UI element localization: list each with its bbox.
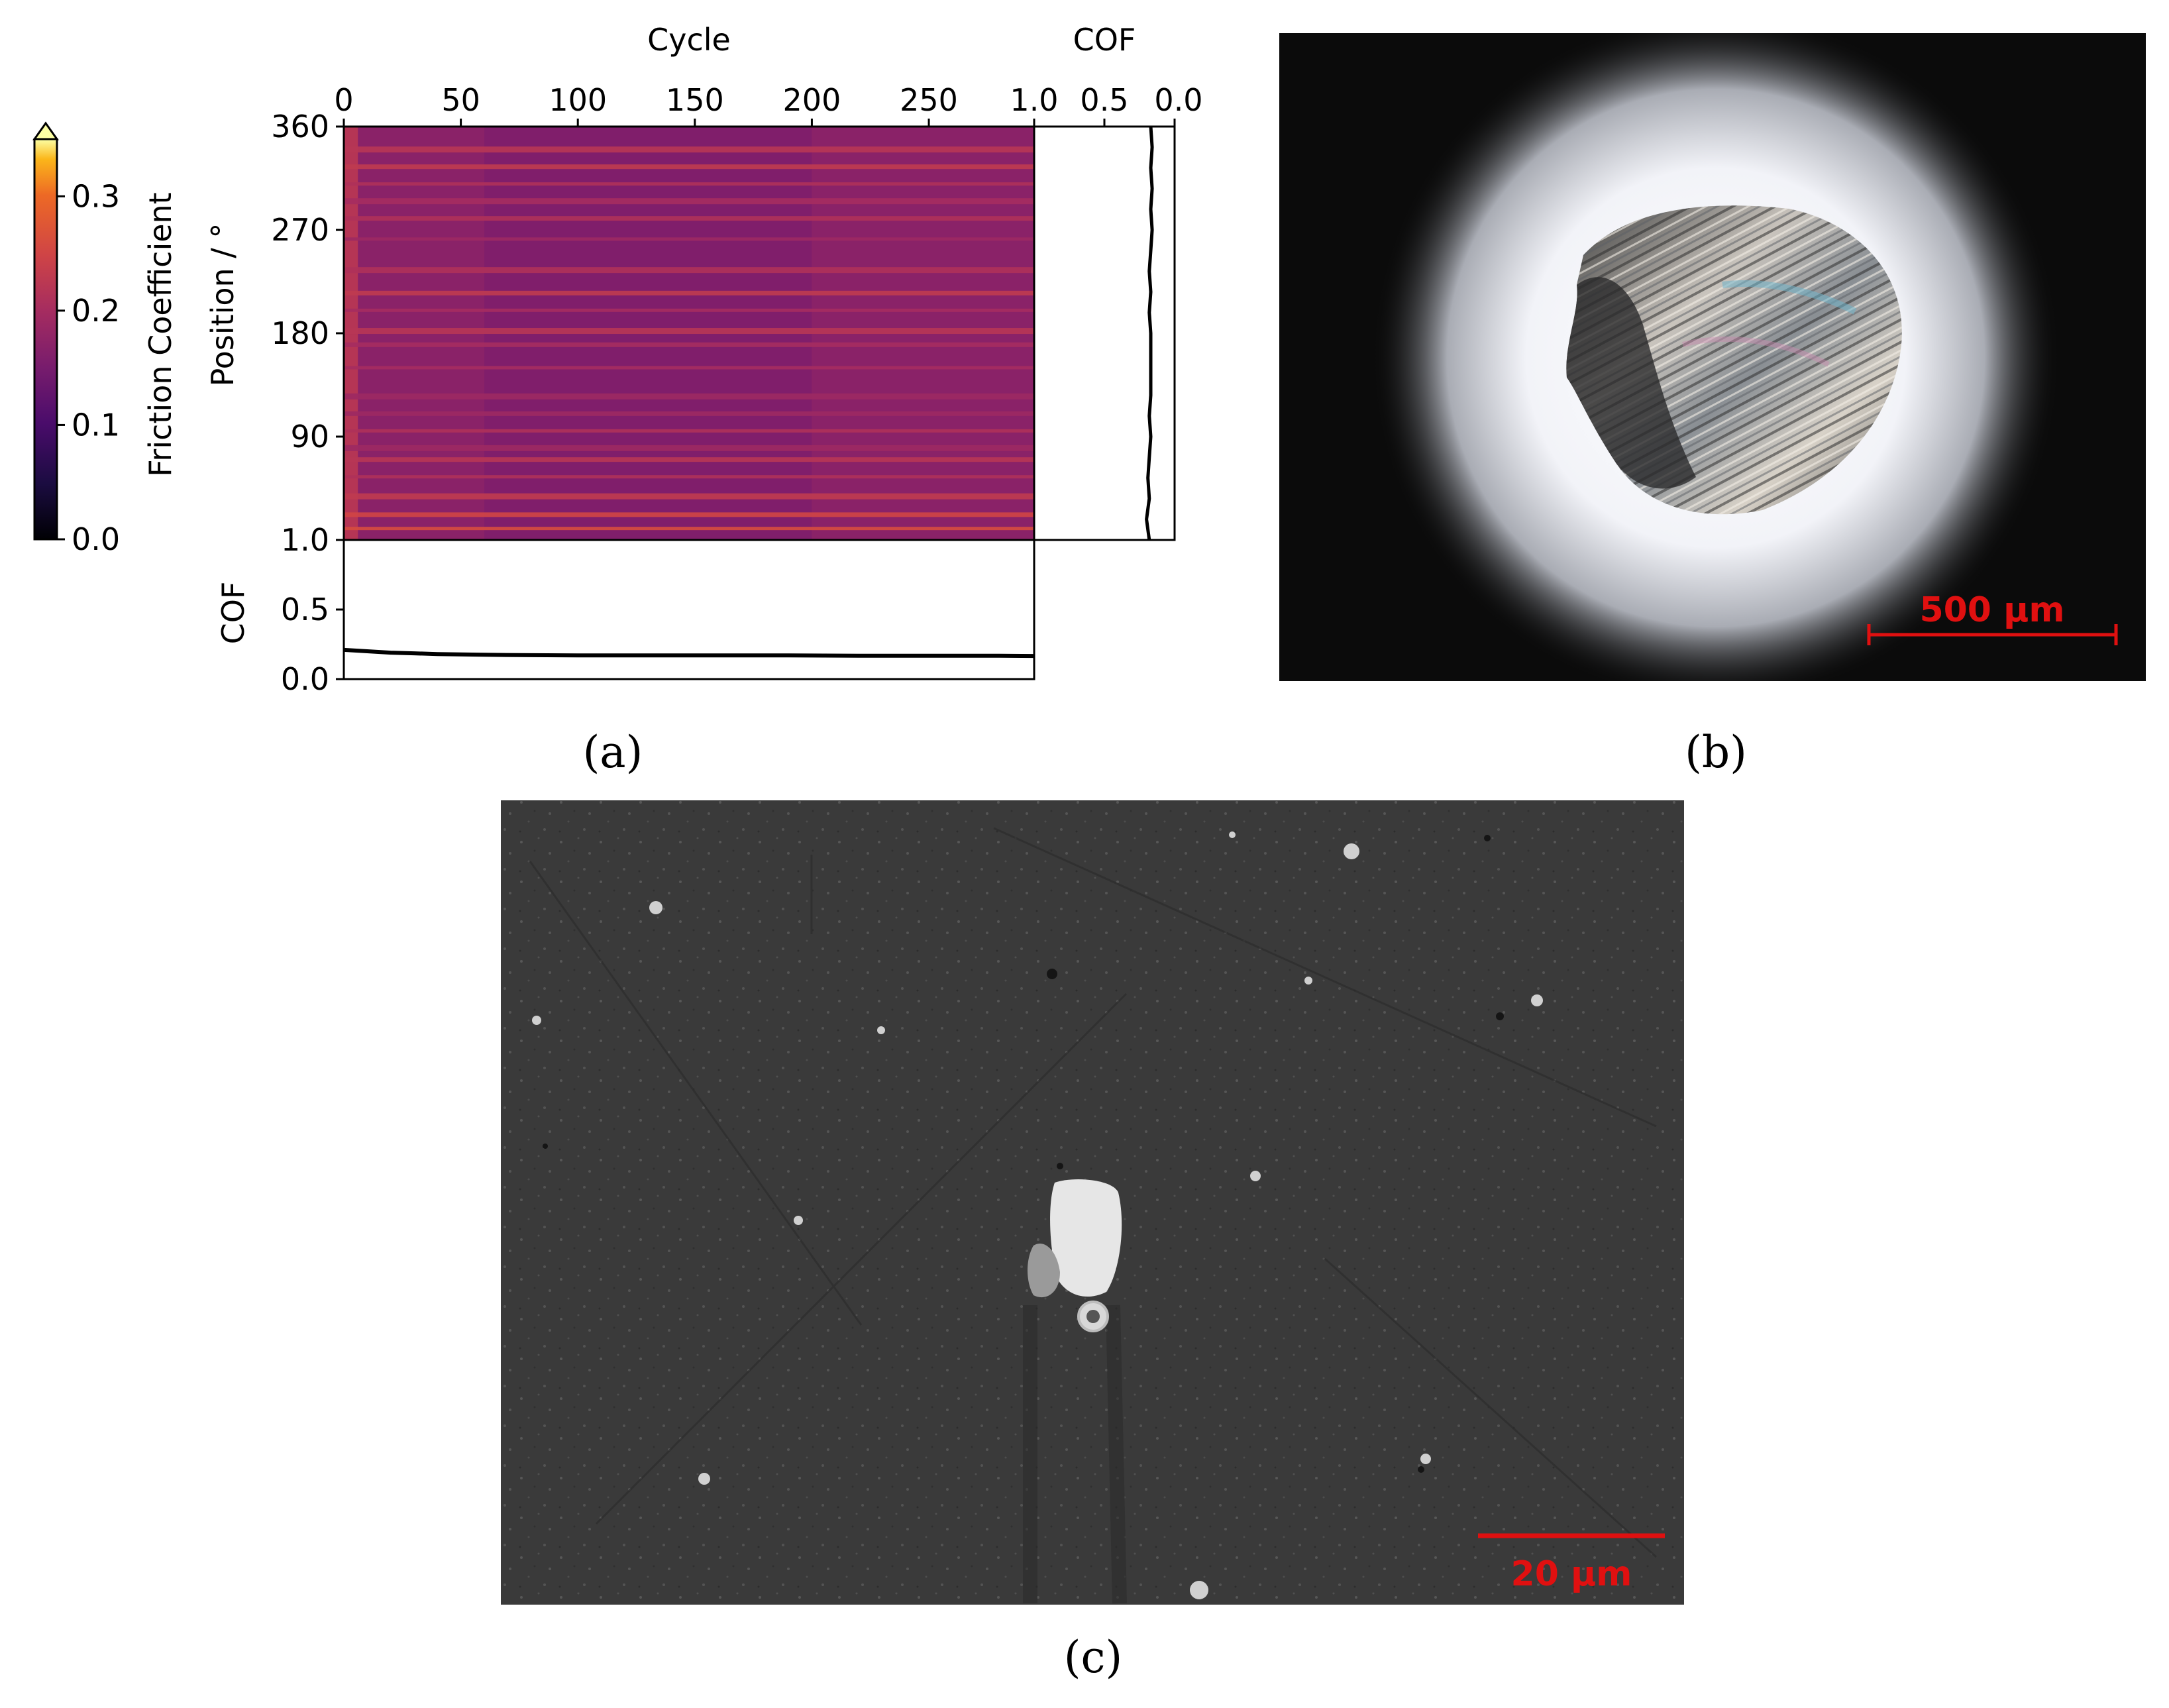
optical-micrograph: 500 µm	[1279, 33, 2146, 681]
colorbar-tick-label: 0.1	[72, 407, 120, 443]
cof-position-xlabel: COF	[1073, 22, 1136, 58]
heatmap-band	[344, 475, 1034, 479]
cof-position-xtick-label: 1.0	[1010, 82, 1058, 118]
heatmap-ytick-label: 270	[271, 212, 329, 248]
heatmap-band	[344, 308, 1034, 312]
cof-cycle-plot: 0.0 0.5 1.0 COF	[215, 522, 1035, 697]
heatmap-band	[344, 290, 1034, 295]
cof-position-xtick-label: 0.5	[1080, 82, 1128, 118]
heatmap-xtick-label: 200	[783, 82, 841, 118]
heatmap-ylabel: Position / °	[205, 223, 240, 387]
heatmap-band	[344, 393, 1034, 400]
heatmap-band	[344, 237, 1034, 241]
heatmap-band	[344, 342, 1034, 347]
heatmap-band	[344, 429, 1034, 433]
colorbar-extend-arrow	[32, 121, 59, 140]
cof-position-line	[1145, 126, 1154, 541]
heatmap-band	[344, 182, 1034, 186]
colorbar-tick-label: 0.2	[72, 293, 120, 329]
heatmap-band	[344, 411, 1034, 416]
sem-micrograph: 20 µm	[501, 800, 1684, 1605]
heatmap-band	[344, 164, 1034, 170]
heatmap-ytick-label: 90	[290, 419, 329, 454]
scalebar-c-text: 20 µm	[1511, 1554, 1632, 1594]
colorbar: 0.0 0.1 0.2 0.3 Friction Coefficient	[32, 121, 178, 557]
wear-scar	[1566, 205, 1902, 515]
heatmap-band	[344, 457, 1034, 462]
heatmap-xtick-label: 150	[666, 82, 724, 118]
panel-c-label: (c)	[1064, 1632, 1122, 1683]
colorbar-label: Friction Coefficient	[142, 192, 178, 476]
scalebar-b-text: 500 µm	[1919, 590, 2064, 630]
colorbar-gradient	[34, 139, 57, 539]
cof-cycle-ytick-label: 0.0	[281, 661, 329, 697]
colorbar-tick-label: 0.3	[72, 178, 120, 214]
cof-position-xtick-label: 0.0	[1154, 82, 1202, 118]
colorbar-tick-label: 0.0	[72, 521, 120, 557]
heatmap-band	[344, 328, 1034, 335]
heatmap-band	[344, 527, 1034, 531]
panel-c: 20 µm (c)	[501, 800, 1684, 1683]
heatmap-band	[344, 198, 1034, 205]
heatmap-band	[344, 216, 1034, 221]
panel-b-label: (b)	[1685, 727, 1747, 778]
panel-b: 500 µm (b)	[1279, 33, 2146, 778]
heatmap-band	[344, 493, 1034, 500]
cof-cycle-ylabel: COF	[215, 582, 251, 645]
debris-particle	[1028, 1179, 1122, 1332]
heatmap-xtick-label: 0	[334, 82, 353, 118]
heatmap-band	[344, 267, 1034, 274]
heatmap-xtick-label: 100	[549, 82, 607, 118]
cof-cycle-line	[343, 647, 1035, 659]
cof-cycle-frame	[343, 539, 1035, 680]
heatmap-xtick-label: 250	[900, 82, 958, 118]
heatmap-band	[344, 445, 1034, 451]
heatmap-xlabel: Cycle	[647, 22, 731, 58]
cof-position-plot: 1.0 0.5 0.0 COF	[1010, 22, 1203, 541]
heatmap-ytick-label: 360	[271, 109, 329, 144]
cof-cycle-ytick-label: 1.0	[281, 522, 329, 558]
cof-cycle-ytick-label: 0.5	[281, 592, 329, 627]
heatmap-band	[344, 366, 1034, 370]
heatmap-xtick-label: 50	[441, 82, 480, 118]
heatmap: 0 50 100 150 200 250 90 180 270 360 Cycle Positi…	[205, 22, 1035, 541]
heatmap-ytick-label: 180	[271, 315, 329, 351]
heatmap-band	[344, 146, 1034, 153]
panel-a: 0.0 0.1 0.2 0.3 Friction Coefficient 0 50 100…	[32, 22, 1203, 778]
panel-a-label: (a)	[583, 727, 643, 778]
heatmap-band	[344, 512, 1034, 517]
